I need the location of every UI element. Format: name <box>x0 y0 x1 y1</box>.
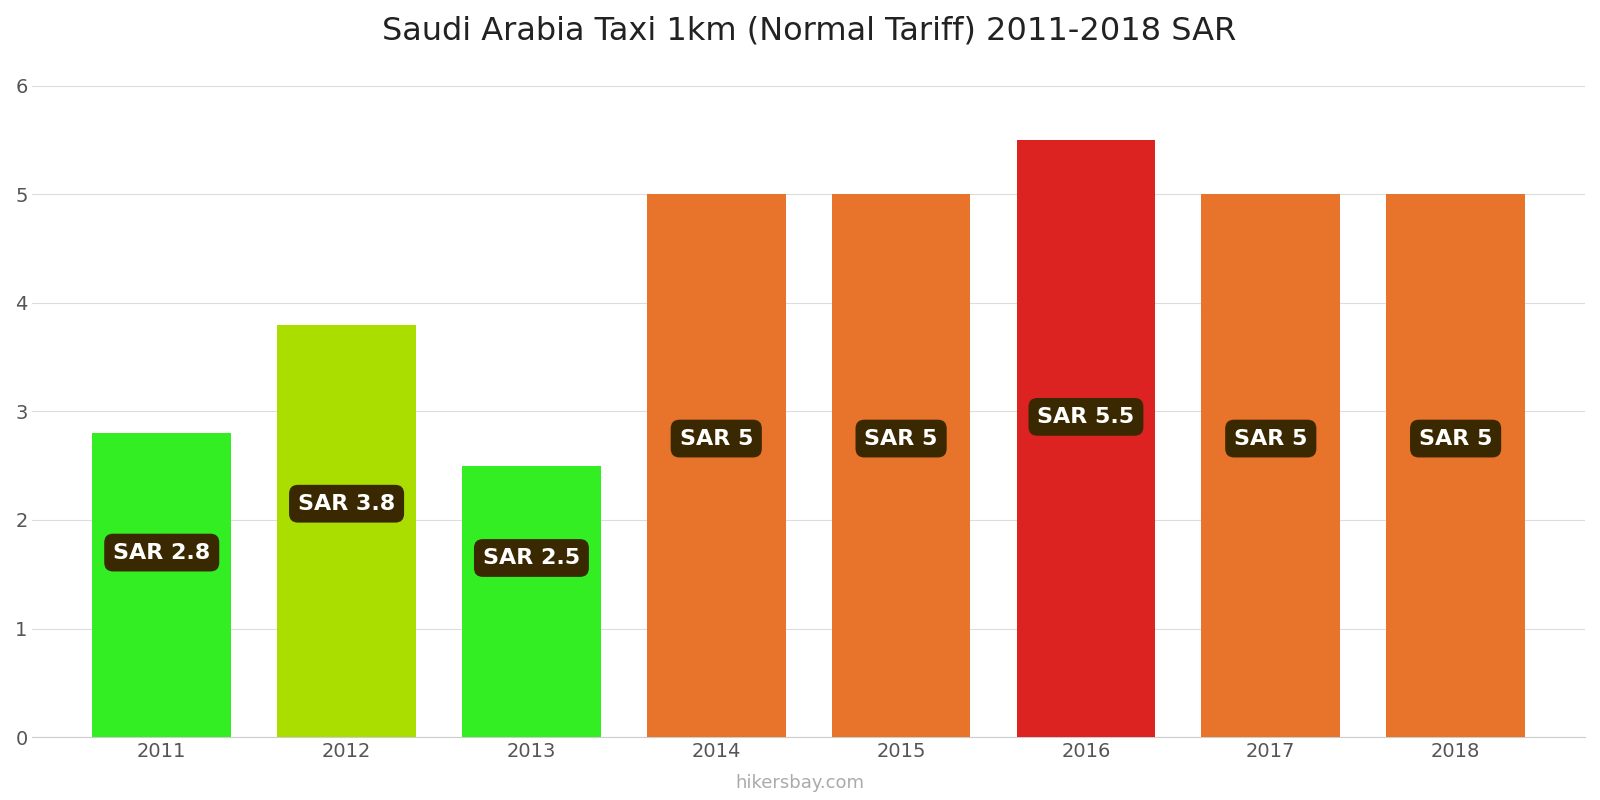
Bar <box>1016 140 1155 737</box>
Text: SAR 5: SAR 5 <box>1234 429 1307 449</box>
Bar <box>832 194 971 737</box>
Text: SAR 5: SAR 5 <box>680 429 754 449</box>
Bar <box>277 325 416 737</box>
Bar <box>462 466 600 737</box>
Text: SAR 5.5: SAR 5.5 <box>1037 407 1134 427</box>
Bar <box>93 433 230 737</box>
Text: SAR 3.8: SAR 3.8 <box>298 494 395 514</box>
Bar <box>1386 194 1525 737</box>
Title: Saudi Arabia Taxi 1km (Normal Tariff) 2011-2018 SAR: Saudi Arabia Taxi 1km (Normal Tariff) 20… <box>381 15 1235 46</box>
Text: SAR 5: SAR 5 <box>864 429 938 449</box>
Text: SAR 2.5: SAR 2.5 <box>483 548 579 568</box>
Bar <box>1202 194 1341 737</box>
Text: SAR 2.8: SAR 2.8 <box>114 542 210 562</box>
Text: SAR 5: SAR 5 <box>1419 429 1493 449</box>
Bar <box>646 194 786 737</box>
Text: hikersbay.com: hikersbay.com <box>736 774 864 792</box>
